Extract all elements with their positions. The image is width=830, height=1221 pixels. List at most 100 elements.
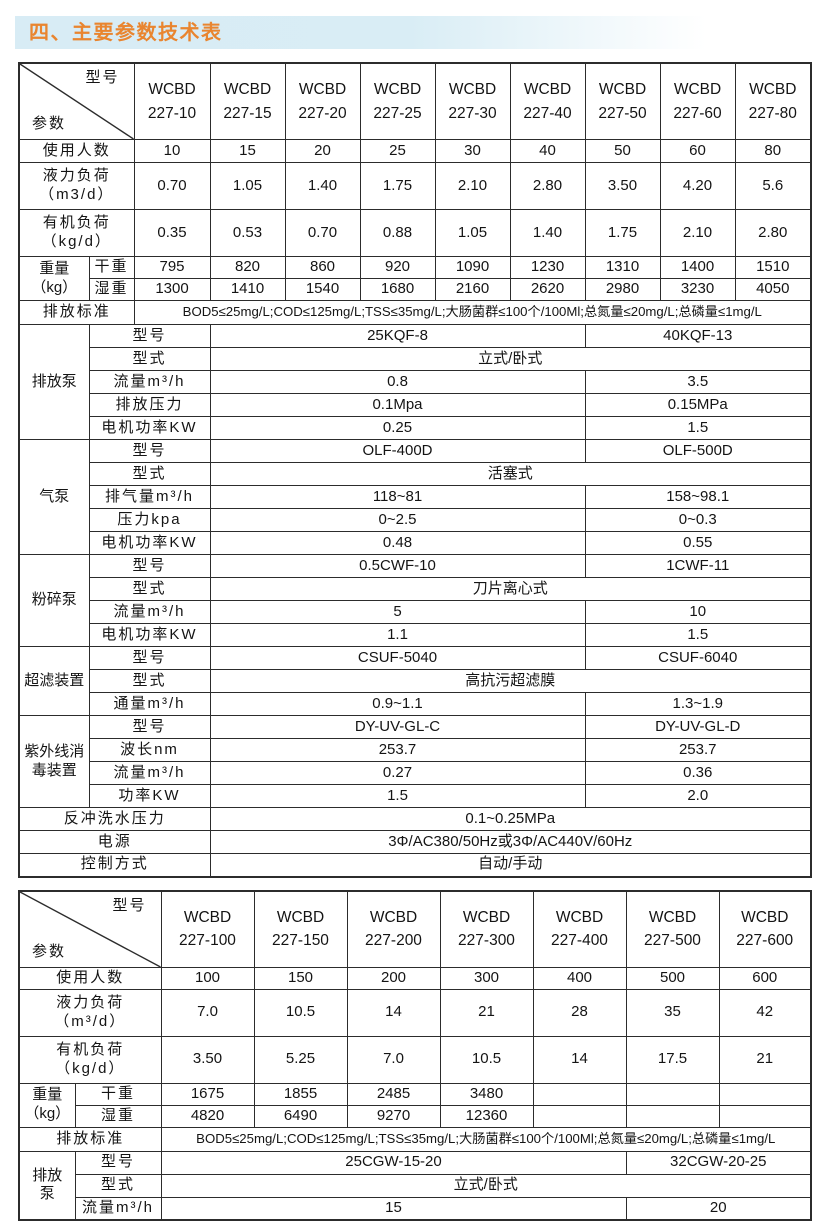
param-label-cell: 使用人数 <box>19 967 161 989</box>
value-cell: 0.70 <box>285 210 360 257</box>
value-cell: 25 <box>360 140 435 163</box>
table-row: 使用人数 10 15 20 25 30 40 50 60 80 <box>19 140 811 163</box>
section-label-cell: 排放泵 <box>19 325 89 440</box>
param-label-cell: 型式 <box>89 463 210 486</box>
value-cell: 50 <box>585 140 660 163</box>
merged-value-cell: 15 <box>161 1197 626 1220</box>
param-label-cell: 流量m³/h <box>89 601 210 624</box>
value-cell: 1410 <box>210 279 285 301</box>
merged-value-cell: 25KQF-8 <box>210 325 585 348</box>
section-label-cell: 重量 （kg） <box>19 257 89 301</box>
merged-value-cell: 0.27 <box>210 762 585 785</box>
merged-value-cell: 1.3~1.9 <box>585 693 811 716</box>
merged-value-cell: 0~0.3 <box>585 509 811 532</box>
section-label-cell: 排放 泵 <box>19 1151 75 1220</box>
table-row: 流量m³/h 0.27 0.36 <box>19 762 811 785</box>
merged-value-cell: 3Φ/AC380/50Hz或3Φ/AC440V/60Hz <box>210 831 811 854</box>
param-label-cell: 控制方式 <box>19 854 210 877</box>
value-cell: 500 <box>626 967 719 989</box>
param-label-cell: 有机负荷 （kg/d） <box>19 1036 161 1083</box>
table-row: 排放标准 BOD5≤25mg/L;COD≤125mg/L;TSS≤35mg/L;… <box>19 1127 811 1151</box>
merged-value-cell: 1.1 <box>210 624 585 647</box>
merged-value-cell: 40KQF-13 <box>585 325 811 348</box>
value-cell <box>533 1083 626 1105</box>
parameters-table-large-models: 型号 参数 WCBD 227-100 WCBD 227-150 WCBD 227… <box>18 890 812 1221</box>
merged-value-cell: 118~81 <box>210 486 585 509</box>
param-label-cell: 流量m³/h <box>89 371 210 394</box>
value-cell: 1400 <box>660 257 735 279</box>
value-cell: 2.10 <box>660 210 735 257</box>
model-header-cell: WCBD 227-100 <box>161 891 254 968</box>
value-cell: 2.80 <box>510 163 585 210</box>
param-label-cell: 型号 <box>89 647 210 670</box>
value-cell: 4.20 <box>660 163 735 210</box>
value-cell: 2485 <box>347 1083 440 1105</box>
value-cell: 5.6 <box>735 163 811 210</box>
merged-value-cell: 5 <box>210 601 585 624</box>
table-row: 电源 3Φ/AC380/50Hz或3Φ/AC440V/60Hz <box>19 831 811 854</box>
param-label-cell: 流量m³/h <box>75 1197 161 1220</box>
param-label-cell: 有机负荷 （kg/d） <box>19 210 134 257</box>
value-cell: 7.0 <box>347 1036 440 1083</box>
merged-value-cell: 1CWF-11 <box>585 555 811 578</box>
table-row: 通量m³/h 0.9~1.1 1.3~1.9 <box>19 693 811 716</box>
table-row: 排放泵 型号 25KQF-8 40KQF-13 <box>19 325 811 348</box>
table-row: 紫外线消 毒装置 型号 DY-UV-GL-C DY-UV-GL-D <box>19 716 811 739</box>
value-cell: 6490 <box>254 1105 347 1127</box>
value-cell: 1.75 <box>585 210 660 257</box>
merged-value-cell: 0.1Mpa <box>210 394 585 417</box>
model-header-cell: WCBD 227-10 <box>134 63 210 140</box>
model-header-cell: WCBD 227-50 <box>585 63 660 140</box>
model-header-cell: WCBD 227-40 <box>510 63 585 140</box>
value-cell: 9270 <box>347 1105 440 1127</box>
param-label-cell: 电机功率KW <box>89 532 210 555</box>
table-row: 重量 （kg） 干重 1675 1855 2485 3480 <box>19 1083 811 1105</box>
value-cell: 17.5 <box>626 1036 719 1083</box>
table-row: 排气量m³/h 118~81 158~98.1 <box>19 486 811 509</box>
section-label-cell: 粉碎泵 <box>19 555 89 647</box>
table-row: 使用人数 100 150 200 300 400 500 600 <box>19 967 811 989</box>
table-row: 流量m³/h 0.8 3.5 <box>19 371 811 394</box>
table-row: 液力负荷 （m³/d） 7.0 10.5 14 21 28 35 42 <box>19 989 811 1036</box>
table-row: 超滤装置 型号 CSUF-5040 CSUF-6040 <box>19 647 811 670</box>
value-cell: 1.05 <box>210 163 285 210</box>
section-label-cell: 超滤装置 <box>19 647 89 716</box>
merged-value-cell: 20 <box>626 1197 811 1220</box>
table-header-row: 型号 参数 WCBD 227-100 WCBD 227-150 WCBD 227… <box>19 891 811 968</box>
value-cell: 150 <box>254 967 347 989</box>
param-label-cell: 液力负荷 （m³/d） <box>19 989 161 1036</box>
value-cell <box>626 1083 719 1105</box>
value-cell: 3.50 <box>585 163 660 210</box>
table-row: 型式 刀片离心式 <box>19 578 811 601</box>
value-cell: 60 <box>660 140 735 163</box>
corner-header-cell: 型号 参数 <box>19 891 161 968</box>
table-row: 粉碎泵 型号 0.5CWF-10 1CWF-11 <box>19 555 811 578</box>
value-cell: 30 <box>435 140 510 163</box>
model-header-cell: WCBD 227-400 <box>533 891 626 968</box>
merged-value-cell: DY-UV-GL-D <box>585 716 811 739</box>
table-row: 排放标准 BOD5≤25mg/L;COD≤125mg/L;TSS≤35mg/L;… <box>19 301 811 325</box>
value-cell: 35 <box>626 989 719 1036</box>
value-cell: 2620 <box>510 279 585 301</box>
merged-value-cell: 1.5 <box>585 417 811 440</box>
param-label-cell: 反冲洗水压力 <box>19 808 210 831</box>
value-cell: 28 <box>533 989 626 1036</box>
section-label-cell: 紫外线消 毒装置 <box>19 716 89 808</box>
model-header-cell: WCBD 227-600 <box>719 891 811 968</box>
merged-value-cell: 10 <box>585 601 811 624</box>
param-label-cell: 排放压力 <box>89 394 210 417</box>
value-cell: 20 <box>285 140 360 163</box>
value-cell: 10.5 <box>254 989 347 1036</box>
table-row: 型式 立式/卧式 <box>19 1174 811 1197</box>
value-cell: 40 <box>510 140 585 163</box>
value-cell: 15 <box>210 140 285 163</box>
value-cell: 1855 <box>254 1083 347 1105</box>
value-cell: 14 <box>533 1036 626 1083</box>
merged-value-cell: 0.48 <box>210 532 585 555</box>
param-label-cell: 排气量m³/h <box>89 486 210 509</box>
table-row: 排放 泵 型号 25CGW-15-20 32CGW-20-25 <box>19 1151 811 1174</box>
value-cell: 820 <box>210 257 285 279</box>
value-cell: 2160 <box>435 279 510 301</box>
value-cell: 1300 <box>134 279 210 301</box>
merged-value-cell: 自动/手动 <box>210 854 811 877</box>
